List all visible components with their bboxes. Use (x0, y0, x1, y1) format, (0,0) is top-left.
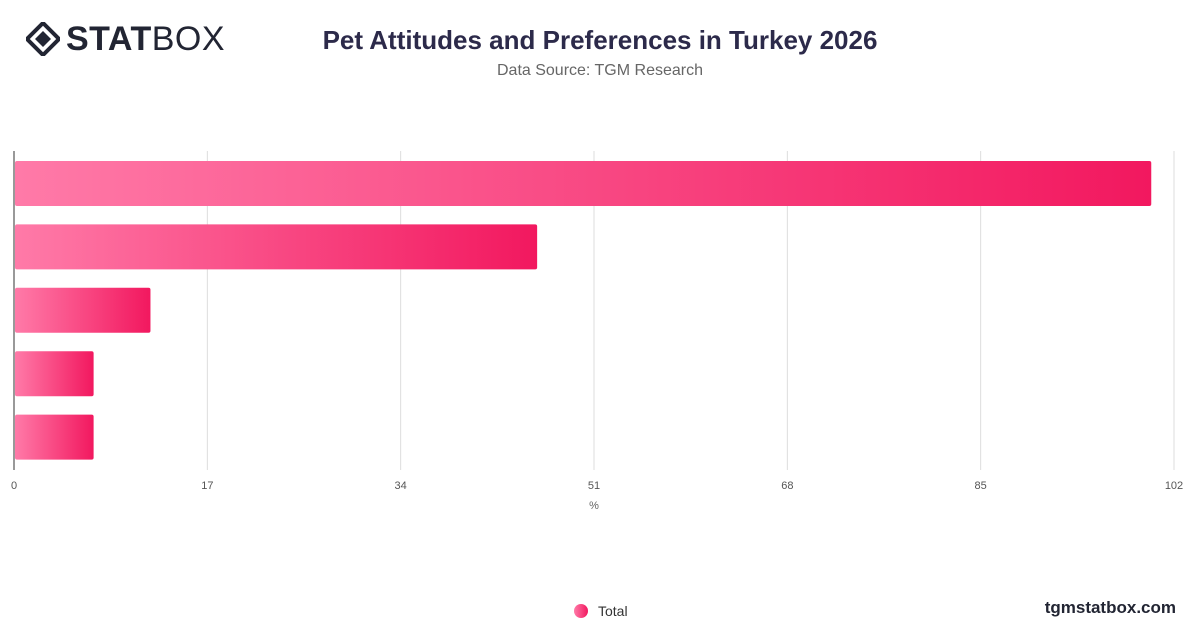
x-tick-label: 85 (975, 480, 987, 492)
legend-label-total: Total (598, 603, 628, 619)
x-tick-label: 102 (1165, 480, 1183, 492)
statbox-diamond-icon (26, 22, 60, 56)
logo-text-light: BOX (151, 20, 226, 58)
x-tick-label: 51 (588, 480, 600, 492)
x-tick-label: 17 (201, 480, 213, 492)
logo-text-bold: STAT (66, 20, 152, 58)
x-tick-label: 0 (11, 480, 17, 492)
logo-wordmark: STATBOX (66, 22, 225, 56)
bar[interactable] (15, 161, 1152, 206)
x-tick-label: 34 (395, 480, 407, 492)
statbox-logo: STATBOX (26, 22, 225, 56)
chart-title: Pet Attitudes and Preferences in Turkey … (322, 25, 878, 55)
bar[interactable] (15, 224, 538, 270)
legend-marker (574, 604, 588, 618)
bars (15, 161, 1152, 460)
bar[interactable] (15, 414, 94, 460)
x-axis: 0 17 34 51 68 85 102 (11, 480, 1183, 492)
chart-subtitle: Data Source: TGM Research (496, 62, 703, 79)
footer-site[interactable]: tgmstatbox.com (1044, 598, 1176, 617)
bar[interactable] (15, 287, 151, 333)
bar[interactable] (15, 351, 94, 397)
x-axis-label: % (589, 500, 599, 512)
x-tick-label: 68 (781, 480, 793, 492)
legend[interactable]: Total (574, 603, 628, 619)
